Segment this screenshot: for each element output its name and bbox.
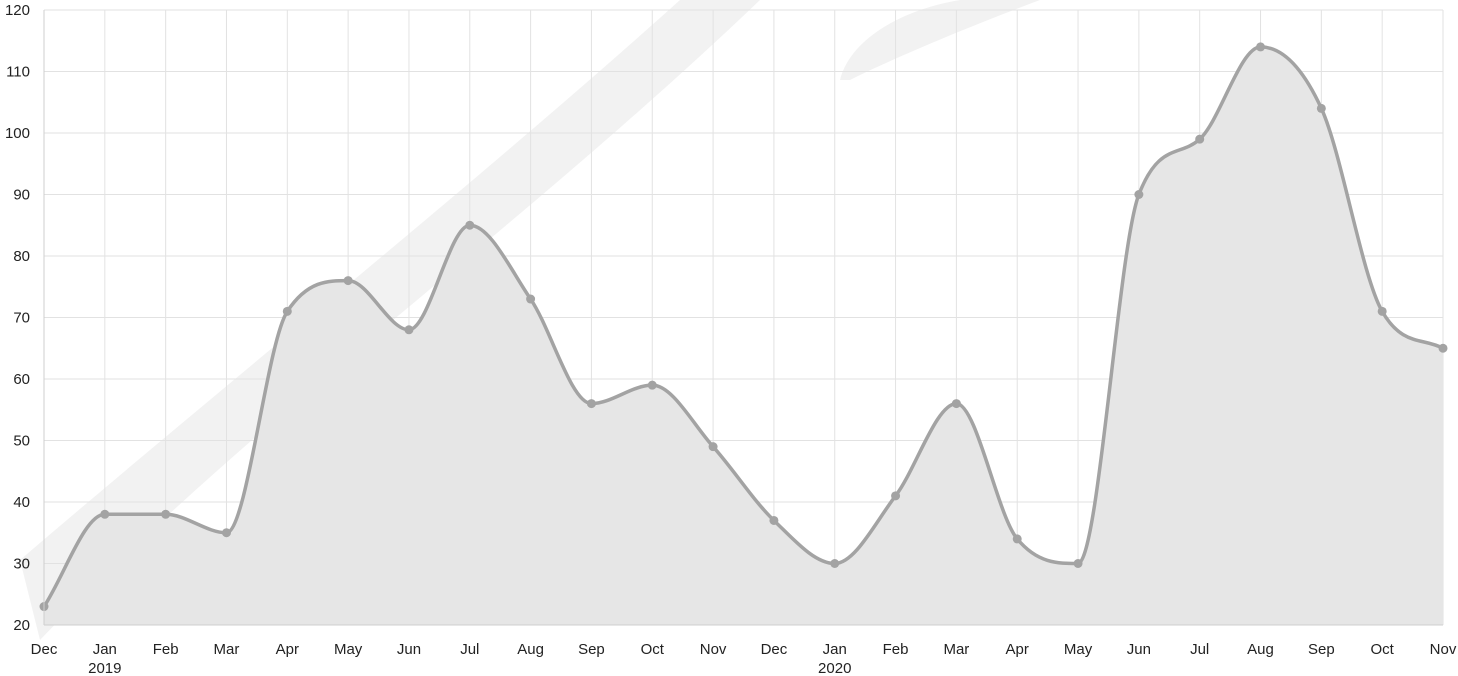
data-points	[39, 42, 1448, 612]
x-tick-label: Jun	[397, 641, 421, 658]
data-point	[404, 325, 414, 335]
y-tick-label: 30	[13, 556, 30, 573]
data-point	[1134, 190, 1144, 199]
data-point	[1073, 559, 1083, 568]
data-point	[891, 491, 901, 501]
x-tick-label: Apr	[1006, 641, 1029, 658]
data-point	[161, 509, 171, 519]
data-point	[1195, 134, 1205, 144]
data-point	[1316, 103, 1326, 113]
y-tick-label: 40	[13, 494, 30, 511]
series-area	[44, 46, 1443, 625]
x-tick-label: Feb	[883, 641, 909, 658]
y-tick-label: 120	[5, 2, 30, 19]
y-tick-label: 80	[13, 248, 30, 265]
x-tick-label: Aug	[1247, 641, 1274, 658]
x-tick-label: Oct	[1371, 641, 1395, 658]
x-tick-label: Aug	[517, 641, 544, 658]
data-point	[282, 306, 292, 316]
x-tick-label: Dec	[31, 641, 58, 658]
x-tick-label: May	[1064, 641, 1093, 658]
x-tick-labels: Dec Jan Feb Mar Apr May Jun Jul Aug Sep Oct Nov Dec J…	[31, 641, 1457, 676]
x-tick-label: May	[334, 641, 363, 658]
data-point	[1256, 42, 1266, 52]
y-tick-label: 110	[6, 64, 30, 81]
x-tick-label: Jul	[460, 641, 479, 658]
data-point	[586, 399, 596, 409]
x-tick-label: Mar	[214, 641, 240, 658]
data-point	[1438, 343, 1448, 353]
data-point	[343, 276, 353, 286]
y-tick-label: 90	[13, 187, 30, 204]
x-tick-label: Jan	[93, 641, 117, 658]
x-tick-label: Apr	[276, 641, 299, 658]
axes	[43, 10, 1443, 626]
x-tick-label: Feb	[153, 641, 179, 658]
y-tick-label: 100	[5, 125, 30, 142]
data-point	[951, 399, 961, 409]
data-point	[1377, 306, 1387, 316]
x-year-label: 2019	[88, 660, 121, 676]
y-tick-label: 50	[13, 433, 30, 450]
data-point	[526, 294, 536, 304]
x-tick-label: Jul	[1190, 641, 1209, 658]
x-tick-label: Nov	[700, 641, 727, 658]
x-tick-label: Jan	[823, 641, 847, 658]
x-tick-label: Nov	[1430, 641, 1457, 658]
data-point	[1012, 534, 1022, 544]
x-year-label: 2020	[818, 660, 851, 676]
y-tick-label: 70	[13, 310, 30, 327]
data-point	[830, 559, 840, 568]
x-tick-label: Dec	[761, 641, 788, 658]
y-tick-labels: 20 30 40 50 60 70 80 90 100 110 120	[5, 2, 30, 634]
data-point	[221, 528, 231, 538]
data-point	[769, 515, 779, 525]
x-tick-label: Jun	[1127, 641, 1151, 658]
data-point	[708, 442, 718, 452]
x-tick-label: Mar	[943, 641, 969, 658]
data-point	[100, 509, 110, 519]
x-tick-label: Sep	[1308, 641, 1335, 658]
x-tick-label: Sep	[578, 641, 605, 658]
y-tick-label: 20	[13, 617, 30, 634]
series-area-fill	[44, 46, 1443, 625]
data-point	[647, 380, 657, 390]
y-tick-label: 60	[13, 371, 30, 388]
data-point	[465, 220, 475, 230]
x-tick-label: Oct	[641, 641, 665, 658]
